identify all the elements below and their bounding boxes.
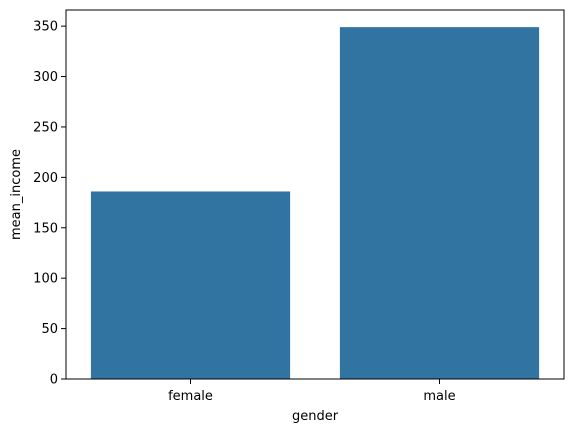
y-tick-label: 50 <box>41 322 58 337</box>
bar-female <box>90 191 291 379</box>
bars <box>90 27 540 379</box>
y-tick-label: 150 <box>33 221 58 236</box>
x-tick-label: male <box>423 389 455 404</box>
x-tick-label: female <box>168 389 213 404</box>
y-tick-label: 100 <box>33 272 58 287</box>
y-tick-label: 0 <box>50 373 58 388</box>
x-axis-label: gender <box>292 409 339 424</box>
y-axis-label: mean_income <box>9 149 24 240</box>
y-tick-label: 300 <box>33 70 58 85</box>
bar-male <box>339 27 540 379</box>
y-tick-label: 350 <box>33 20 58 35</box>
y-tick-label: 200 <box>33 171 58 186</box>
y-tick-label: 250 <box>33 120 58 135</box>
y-axis-ticks: 0 50 100 150 200 250 300 350 <box>33 20 66 388</box>
x-axis-ticks: female male <box>168 379 456 404</box>
plot-frame <box>65 9 565 380</box>
